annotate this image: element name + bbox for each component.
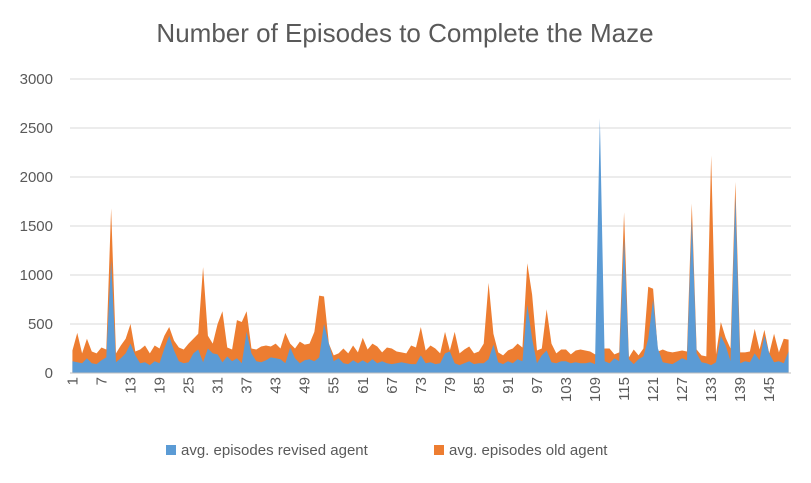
legend-label: avg. episodes revised agent	[181, 442, 369, 459]
x-tick-label: 91	[500, 377, 517, 394]
x-axis: 1 7 13 19 25 31 37 43 49 55 61 67 73 79 85 91 97 103 109 11…	[64, 377, 778, 402]
x-tick-label: 127	[674, 377, 691, 402]
x-tick-label: 109	[587, 377, 604, 402]
x-tick-label: 13	[122, 377, 139, 394]
x-tick-label: 7	[93, 377, 110, 385]
legend-swatch	[166, 445, 176, 455]
y-tick-label: 1000	[20, 267, 53, 284]
x-tick-label: 121	[645, 377, 662, 402]
x-tick-label: 55	[326, 377, 343, 394]
x-tick-label: 67	[384, 377, 401, 394]
x-tick-label: 31	[210, 377, 227, 394]
x-tick-label: 103	[558, 377, 575, 402]
grid	[70, 78, 791, 325]
y-tick-label: 2000	[20, 169, 53, 186]
y-tick-label: 2500	[20, 120, 53, 137]
chart-title: Number of Episodes to Complete the Maze	[156, 18, 653, 48]
x-tick-label: 25	[181, 377, 198, 394]
y-axis: 0 500 1000 1500 2000 2500 3000	[20, 71, 53, 382]
series-area-old-agent	[72, 155, 789, 373]
legend-swatch	[434, 445, 444, 455]
x-tick-label: 139	[732, 377, 749, 402]
x-tick-label: 133	[703, 377, 720, 402]
x-tick-label: 97	[529, 377, 546, 394]
x-tick-label: 73	[413, 377, 430, 394]
x-tick-label: 19	[152, 377, 169, 394]
y-tick-label: 0	[45, 365, 53, 382]
x-tick-label: 115	[616, 377, 633, 401]
x-tick-label: 61	[355, 377, 372, 394]
series-area-revised-agent	[72, 118, 789, 373]
y-tick-label: 3000	[20, 71, 53, 88]
x-tick-label: 43	[268, 377, 285, 394]
x-tick-label: 145	[761, 377, 778, 402]
legend-label: avg. episodes old agent	[449, 442, 608, 459]
y-tick-label: 1500	[20, 218, 53, 235]
x-tick-label: 79	[442, 377, 459, 394]
plot-area	[72, 118, 789, 373]
x-tick-label: 1	[64, 377, 81, 385]
legend: avg. episodes revised agent avg. episodes…	[166, 442, 608, 459]
x-tick-label: 49	[297, 377, 314, 394]
y-tick-label: 500	[28, 316, 53, 333]
x-tick-label: 85	[471, 377, 488, 394]
x-tick-label: 37	[239, 377, 256, 394]
